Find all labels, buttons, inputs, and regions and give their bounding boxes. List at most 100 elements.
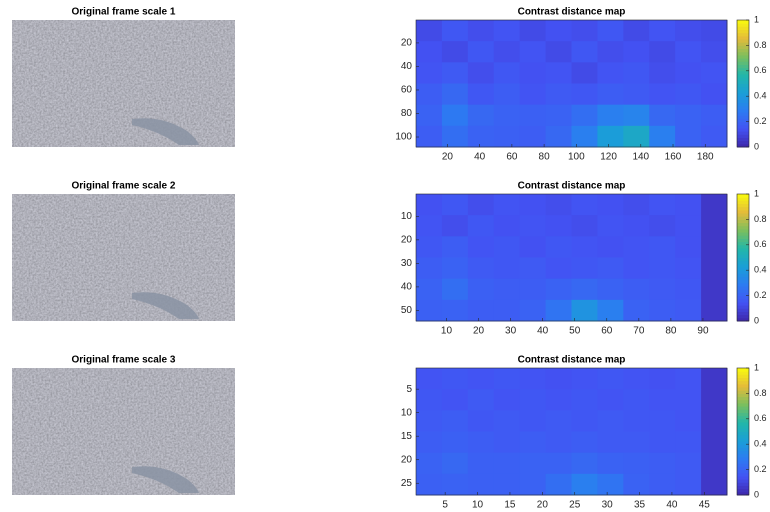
colorbar-swatch (737, 371, 749, 375)
colorbar-swatch (737, 435, 749, 439)
heat-cell (442, 215, 468, 237)
figure: Original frame scale 1Contrast distance … (0, 0, 770, 512)
heat-cell (546, 453, 572, 475)
colorbar-swatch (737, 137, 749, 141)
heat-cell (494, 300, 520, 322)
heat-cell (468, 236, 494, 258)
heat-cell (649, 41, 675, 63)
panel-title: Original frame scale 3 (72, 355, 176, 366)
colorbar-swatch (737, 33, 749, 37)
heat-cell (468, 215, 494, 237)
heat-cell (416, 410, 442, 432)
heat-cell (675, 432, 701, 454)
colorbar-swatch (737, 482, 749, 486)
heat-cell (494, 20, 520, 42)
heat-cell (442, 105, 468, 127)
colorbar-swatch (737, 397, 749, 401)
colorbar-tick-label: 0 (754, 141, 759, 151)
x-tick-label: 60 (506, 152, 518, 163)
heat-cell (468, 432, 494, 454)
colorbar-swatch (737, 125, 749, 129)
heat-cell (546, 215, 572, 237)
heat-cell (468, 258, 494, 280)
heat-cell (623, 194, 649, 216)
heat-cell (701, 236, 727, 258)
heat-cell (520, 432, 546, 454)
panel-title: Original frame scale 2 (72, 181, 176, 192)
heat-cell (623, 41, 649, 63)
heat-cell (675, 389, 701, 411)
heat-cell (442, 410, 468, 432)
colorbar-swatch (737, 36, 749, 40)
colorbar-swatch (737, 444, 749, 448)
heat-cell (675, 474, 701, 496)
colorbar-swatch (737, 406, 749, 410)
heat-cell (494, 279, 520, 301)
colorbar-tick-label: 0.8 (754, 214, 767, 224)
heat-cell (546, 410, 572, 432)
heat-cell (494, 84, 520, 106)
heat-cell (416, 279, 442, 301)
y-tick-label: 10 (401, 407, 413, 418)
heat-cell (546, 300, 572, 322)
colorbar-swatch (737, 39, 749, 43)
heat-cell (442, 432, 468, 454)
heat-cell (468, 62, 494, 84)
heat-cell (442, 84, 468, 106)
heat-cell (520, 41, 546, 63)
heat-cell (442, 236, 468, 258)
colorbar-swatch (737, 55, 749, 59)
colorbar-swatch (737, 87, 749, 91)
colorbar-swatch (737, 251, 749, 255)
heat-cell (494, 410, 520, 432)
heat-cell (597, 105, 623, 127)
heat-cell (572, 279, 598, 301)
heat-cell (701, 453, 727, 475)
heat-cell (546, 279, 572, 301)
colorbar-swatch (737, 103, 749, 107)
colorbar-swatch (737, 141, 749, 145)
heat-cell (546, 236, 572, 258)
heat-cell (416, 300, 442, 322)
y-tick-label: 5 (406, 384, 412, 395)
heat-cell (649, 300, 675, 322)
heat-cell (649, 126, 675, 148)
x-tick-label: 160 (665, 152, 682, 163)
y-tick-label: 25 (401, 478, 413, 489)
colorbar-swatch (737, 254, 749, 258)
heat-cell (520, 236, 546, 258)
heat-cell (546, 432, 572, 454)
x-tick-label: 180 (697, 152, 714, 163)
heat-cell (623, 368, 649, 390)
x-tick-label: 30 (505, 326, 517, 337)
colorbar-tick-label: 0.4 (754, 91, 767, 101)
x-tick-label: 140 (632, 152, 649, 163)
colorbar-tick-label: 0.8 (754, 40, 767, 50)
colorbar-swatch (737, 30, 749, 34)
heat-cell (442, 20, 468, 42)
heat-cell (546, 474, 572, 496)
heat-cell (623, 236, 649, 258)
panel-title: Original frame scale 1 (72, 7, 176, 18)
heat-cell (623, 279, 649, 301)
colorbar-swatch (737, 460, 749, 464)
heat-cell (416, 474, 442, 496)
heat-cell (675, 194, 701, 216)
colorbar-swatch (737, 302, 749, 306)
heat-cell (649, 194, 675, 216)
heat-cell (442, 126, 468, 148)
heat-cell (649, 20, 675, 42)
heat-cell (468, 105, 494, 127)
heat-cell (597, 258, 623, 280)
heat-cell (649, 105, 675, 127)
colorbar-swatch (737, 74, 749, 78)
heat-cell (701, 62, 727, 84)
colorbar-swatch (737, 248, 749, 252)
heat-cell (520, 258, 546, 280)
heat-cell (442, 389, 468, 411)
heat-cell (442, 453, 468, 475)
x-tick-label: 80 (665, 326, 677, 337)
heat-cell (468, 84, 494, 106)
colorbar-swatch (737, 26, 749, 30)
x-tick-label: 50 (569, 326, 581, 337)
